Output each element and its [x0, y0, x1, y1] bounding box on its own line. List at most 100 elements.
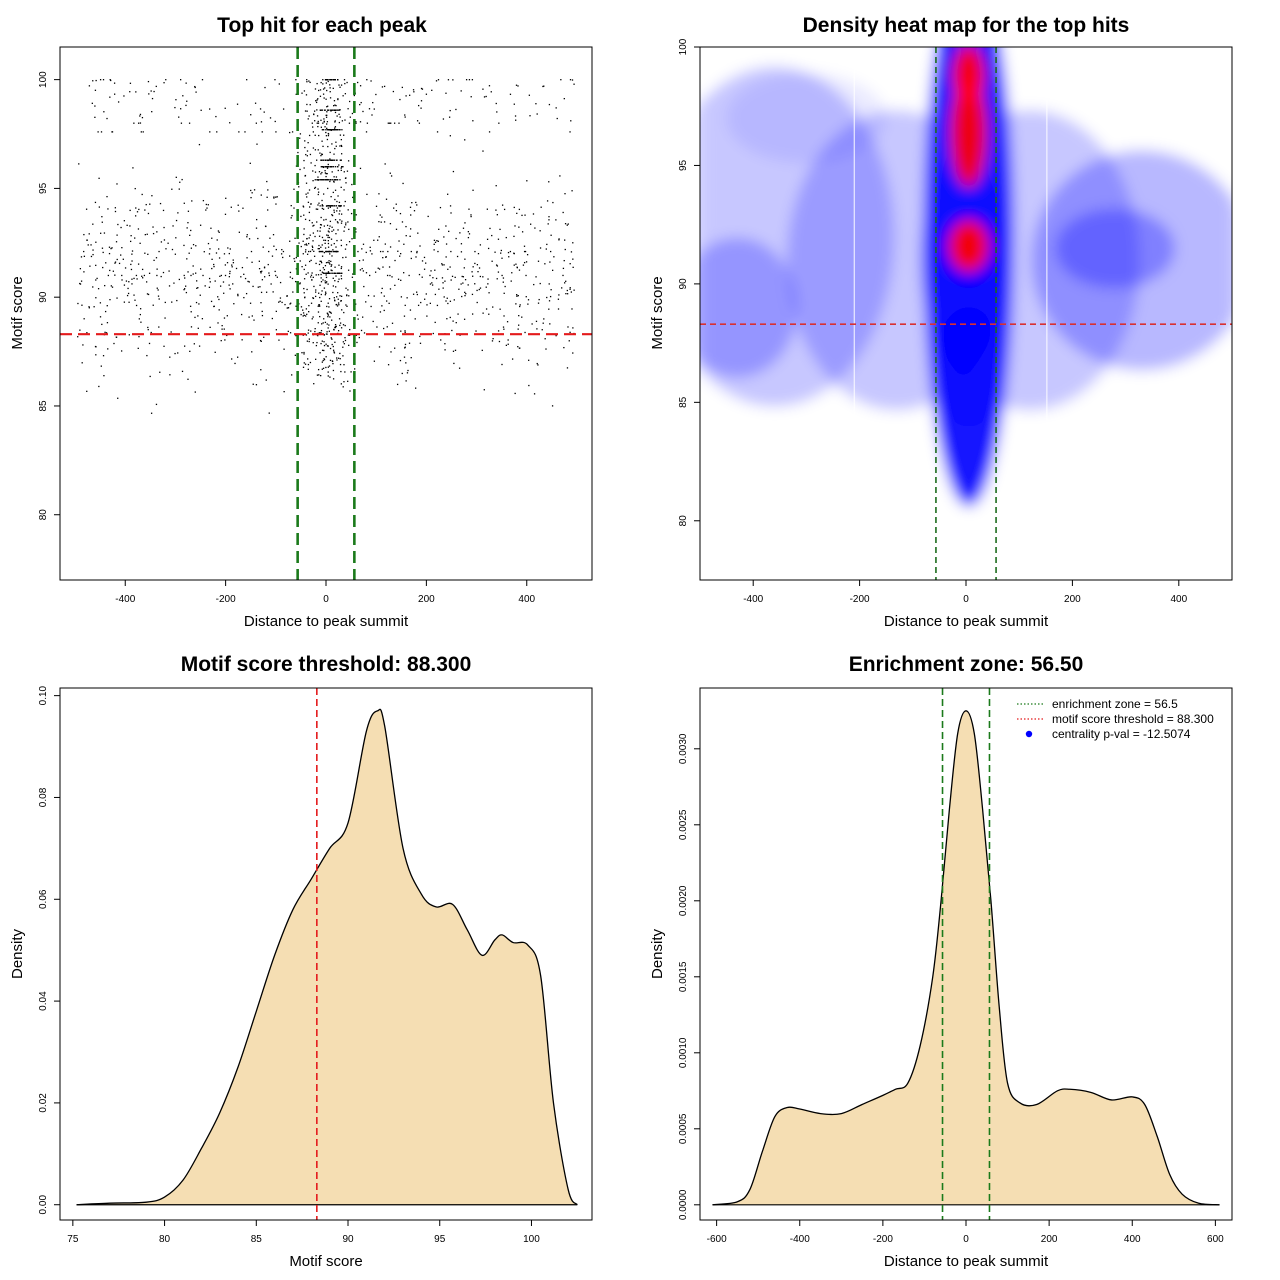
score-density-x-tick-label: 100 — [523, 1234, 540, 1245]
scatter-point — [113, 82, 116, 84]
scatter-point — [416, 293, 419, 296]
scatter-point — [321, 166, 324, 168]
scatter-point — [387, 122, 389, 124]
scatter-point — [334, 280, 336, 282]
scatter-point — [460, 251, 463, 253]
scatter-point — [252, 383, 254, 385]
scatter-point — [382, 257, 384, 259]
scatter-point — [339, 210, 341, 212]
legend-centrality-dot — [1025, 730, 1033, 738]
scatter-point — [337, 195, 339, 197]
scatter-point — [409, 206, 412, 208]
scatter-point — [539, 247, 542, 249]
scatter-point — [344, 339, 347, 342]
scatter-point — [156, 274, 158, 277]
scatter-point — [318, 235, 321, 237]
scatter-point — [389, 222, 392, 225]
scatter-point — [192, 273, 194, 275]
scatter-point — [516, 267, 519, 269]
scatter-point — [114, 274, 116, 276]
heatmap-density — [700, 47, 1232, 580]
scatter-point — [140, 131, 142, 133]
scatter-point — [570, 291, 572, 293]
scatter-point — [103, 375, 105, 377]
scatter-point — [204, 285, 206, 287]
scatter-point — [83, 233, 85, 236]
scatter-point — [320, 154, 322, 157]
scatter-point — [340, 159, 342, 161]
scatter-point — [181, 178, 183, 181]
score-density-y-tick-label: 0.08 — [38, 787, 49, 807]
scatter-point — [334, 266, 336, 268]
scatter-point — [278, 339, 280, 341]
scatter-point — [202, 274, 204, 277]
scatter-point — [478, 288, 480, 291]
scatter-point — [229, 270, 231, 273]
scatter-point — [419, 342, 422, 344]
scatter-point — [326, 159, 329, 161]
scatter-point — [376, 326, 378, 328]
scatter-point — [305, 334, 308, 336]
scatter-point — [390, 122, 392, 124]
scatter-point — [315, 100, 317, 102]
scatter-point — [192, 243, 195, 246]
scatter-point — [450, 212, 452, 214]
scatter-point — [215, 115, 217, 118]
scatter-point — [177, 352, 179, 354]
scatter-point — [563, 259, 565, 262]
scatter-point — [337, 179, 339, 181]
scatter-point — [337, 109, 340, 111]
scatter-point — [99, 302, 102, 304]
scatter-point — [307, 363, 310, 366]
scatter-point — [567, 326, 569, 328]
scatter-point — [314, 171, 317, 173]
scatter-point — [334, 109, 336, 111]
scatter-point — [348, 344, 350, 347]
scatter-point — [101, 221, 103, 223]
scatter-point — [515, 119, 517, 121]
scatter-point — [246, 236, 248, 238]
scatter-point — [308, 134, 311, 137]
scatter-point — [359, 167, 362, 170]
scatter-point — [321, 255, 324, 257]
scatter-point — [312, 225, 314, 227]
scatter-point — [326, 234, 328, 236]
scatter-point — [389, 288, 392, 290]
scatter-point — [143, 274, 146, 277]
scatter-point — [246, 234, 248, 236]
scatter-point — [300, 215, 302, 218]
scatter-point — [167, 242, 169, 244]
scatter-point — [356, 81, 359, 84]
scatter-point — [303, 214, 305, 216]
scatter-point — [320, 166, 322, 168]
distance-density-x-tick-label: -600 — [707, 1234, 727, 1245]
scatter-point — [302, 315, 304, 317]
scatter-point — [339, 322, 342, 324]
scatter-point — [337, 298, 339, 300]
scatter-point — [340, 244, 343, 247]
scatter-point — [388, 266, 391, 268]
scatter-point — [323, 129, 325, 131]
scatter-point — [331, 319, 333, 321]
scatter-point — [197, 287, 199, 289]
scatter-point — [347, 289, 349, 291]
scatter-point — [95, 264, 97, 267]
scatter-point — [536, 362, 538, 365]
scatter-point — [311, 222, 313, 224]
scatter-point — [341, 272, 343, 274]
scatter-point — [488, 85, 491, 87]
scatter-point — [332, 277, 334, 279]
scatter-point — [362, 110, 364, 113]
scatter-point — [226, 334, 228, 337]
scatter-point — [120, 350, 123, 352]
scatter-point — [537, 364, 539, 366]
scatter-point — [485, 95, 487, 98]
scatter-point — [95, 279, 97, 281]
scatter-point — [391, 276, 393, 278]
scatter-point — [213, 265, 215, 268]
scatter-point — [571, 79, 574, 81]
scatter-point — [507, 343, 509, 345]
scatter-point — [340, 213, 343, 215]
scatter-point — [91, 102, 93, 104]
